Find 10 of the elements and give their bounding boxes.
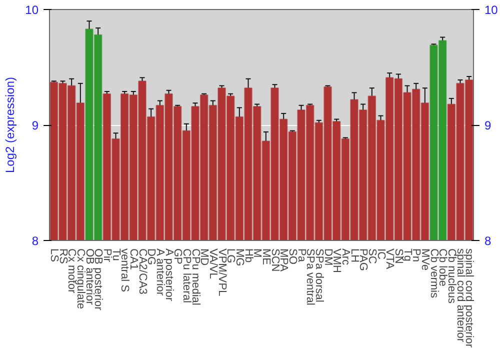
x-tick-label: Tg bbox=[401, 248, 414, 262]
y-tick-label: 8 bbox=[32, 234, 39, 248]
y2-tick-label: 10 bbox=[484, 3, 498, 17]
x-tick-label: CA1 bbox=[127, 248, 140, 270]
y-axis-title: Log2 (expression) bbox=[3, 76, 18, 174]
y-tick-label: 9 bbox=[32, 118, 39, 132]
y-tick-label: 10 bbox=[25, 3, 39, 17]
y2-tick-label: 9 bbox=[484, 118, 492, 132]
x-tick-label: LS bbox=[48, 248, 60, 262]
y2-tick-label: 8 bbox=[484, 234, 492, 248]
